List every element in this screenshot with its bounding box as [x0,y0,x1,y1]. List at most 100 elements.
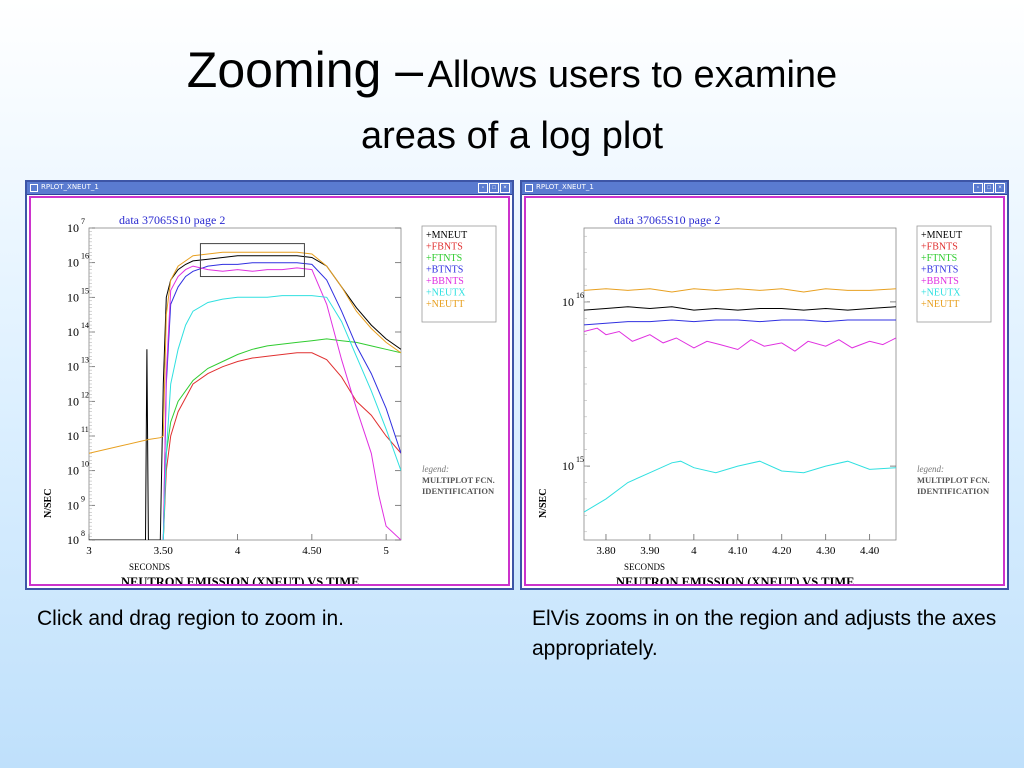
caption-left: Click and drag region to zoom in. [37,607,344,630]
series-line-mneut [584,306,896,311]
x-tick-label: 4.50 [302,545,322,557]
legend-entry: +BTNTS [921,265,958,276]
legend: +MNEUT+FBNTS+FTNTS+BTNTS+BBNTS+NEUTX+NEU… [421,225,497,323]
legend-entry: +BBNTS [426,276,464,287]
series-group [89,251,401,540]
plot-window-full[interactable]: RPLOT_XNEUT_1 ▫ □ × 10 7 10 16 10 15 10 14 10 13 1… [25,180,514,590]
y-tick-base: 10 [67,221,79,235]
restore-icon[interactable]: ▫ [973,183,983,193]
y-tick-exponent: 15 [576,455,584,464]
window-menu-icon[interactable] [525,184,533,192]
slide-title: Zooming – Allows users to examine areas … [0,40,1024,159]
x-tick-label: 3 [86,545,92,557]
series-line-btnts [162,262,401,540]
plot-frame: 10 7 10 16 10 15 10 14 10 13 10 12 10 11 10 10 10 9 10 8 3 3.… [29,196,510,589]
maximize-icon[interactable]: □ [984,183,994,193]
legend-note-line: IDENTIFICATION [917,486,990,496]
y-tick-exponent: 12 [81,390,89,399]
plot-frame: 10 16 10 15 3.80 3.90 4 4.10 4.20 4.30 4.40 data 37… [524,196,1005,589]
restore-icon[interactable]: ▫ [478,183,488,193]
y-tick-exponent: 7 [81,217,85,226]
y-tick-exponent: 15 [81,286,89,295]
caption-right: ElVis zooms in on the region and adjusts… [532,607,997,660]
close-icon[interactable]: × [500,183,510,193]
y-tick-base: 10 [67,533,79,547]
legend-entry: +MNEUT [921,230,962,241]
plot-area-border [88,227,402,541]
y-tick-exponent: 16 [576,291,584,300]
y-tick-exponent: 13 [81,356,89,365]
legend-entry: +NEUTX [426,288,466,299]
y-tick-base: 10 [67,290,79,304]
legend-note-line: MULTIPLOT FCN. [422,475,495,485]
legend: +MNEUT+FBNTS+FTNTS+BTNTS+BBNTS+NEUTX+NEU… [916,225,992,323]
window-menu-icon[interactable] [30,184,38,192]
series-line-bbnts [162,265,401,540]
legend-entry: +BTNTS [426,265,463,276]
x-axis-unit-label: SECONDS [129,562,170,572]
legend-note-title: legend: [422,464,449,474]
y-tick-base: 10 [67,325,79,339]
x-tick-label: 4.20 [772,545,792,557]
legend-entry: +FBNTS [426,242,463,253]
maximize-icon[interactable]: □ [489,183,499,193]
legend-entry: +NEUTX [921,288,961,299]
title-line2: areas of a log plot [360,115,664,157]
y-tick-base: 10 [67,360,79,374]
series-line-neutt [584,288,896,293]
x-tick-label: 4.40 [860,545,880,557]
series-line-neutx [162,295,401,540]
legend-box [421,225,497,323]
x-tick-label: 3.80 [596,545,616,557]
y-axis-label: N/SEC [538,489,549,518]
x-tick-label: 4 [235,545,241,557]
series-line-ftnts [162,338,401,540]
y-tick-base: 10 [562,295,574,309]
y-tick-exponent: 11 [81,425,89,434]
zoom-selection-box [199,243,305,278]
y-tick-exponent: 16 [81,252,89,261]
x-tick-label: 5 [383,545,389,557]
series-line-neutx [584,460,896,513]
y-tick-base: 10 [67,498,79,512]
x-tick-label: 3.50 [154,545,174,557]
plot-window-zoomed[interactable]: RPLOT_XNEUT_1 ▫ □ × 10 16 10 15 3.80 3.90 4 4.1… [520,180,1009,590]
x-axis-label: NEUTRON EMISSION (XNEUT) VS TIME [616,575,854,584]
x-axis-unit-label: SECONDS [624,562,665,572]
chart-title: data 37065S10 page 2 [614,213,720,227]
close-icon[interactable]: × [995,183,1005,193]
y-tick-base: 10 [67,464,79,478]
x-tick-label: 4 [691,545,697,557]
legend-note-line: IDENTIFICATION [422,486,495,496]
series-group [584,288,896,513]
window-titlebar[interactable]: RPLOT_XNEUT_1 ▫ □ × [27,182,512,195]
legend-entry: +NEUTT [921,299,959,310]
y-tick-exponent: 10 [81,460,89,469]
legend-note-line: MULTIPLOT FCN. [917,475,990,485]
y-tick-base: 10 [67,256,79,270]
window-titlebar[interactable]: RPLOT_XNEUT_1 ▫ □ × [522,182,1007,195]
series-line-btnts [584,319,896,326]
series-line-fbnts [162,352,401,540]
chart-title: data 37065S10 page 2 [119,213,225,227]
title-rest: Allows users to examine [427,54,838,96]
y-tick-exponent: 14 [81,321,89,330]
series-line-neutt [89,251,401,454]
legend-entry: +MNEUT [426,230,467,241]
x-tick-label: 4.30 [816,545,836,557]
x-axis-label: NEUTRON EMISSION (XNEUT) VS TIME [121,575,359,584]
y-tick-base: 10 [67,394,79,408]
y-tick-exponent: 8 [81,529,85,538]
window-title: RPLOT_XNEUT_1 [536,183,594,191]
legend-box [916,225,992,323]
y-axis-label: N/SEC [43,489,54,518]
legend-entry: +FTNTS [921,253,957,264]
x-tick-label: 3.90 [640,545,660,557]
y-tick-base: 10 [562,459,574,473]
y-tick-exponent: 9 [81,494,85,503]
legend-entry: +BBNTS [921,276,959,287]
legend-entry: +FTNTS [426,253,462,264]
